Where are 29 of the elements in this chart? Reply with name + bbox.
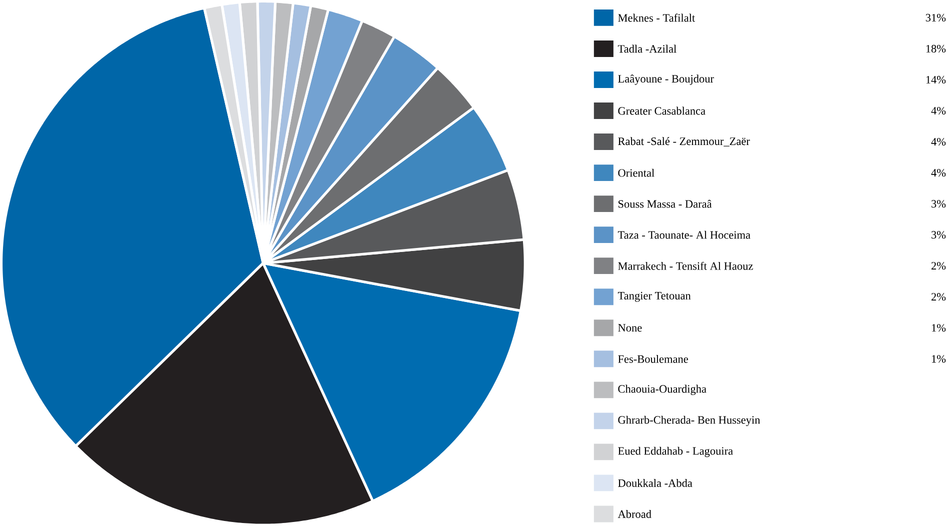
legend-label: Taza - Taounate- Al Hoceima — [618, 230, 750, 239]
legend-label: Ghrarb-Cherada- Ben Husseyin — [618, 416, 760, 426]
legend-label: Laâyoune - Boujdour — [618, 74, 714, 85]
data-label: 4% — [931, 106, 946, 114]
data-label: 14% — [926, 76, 946, 84]
legend-label: Fes-Boulemane — [618, 354, 688, 363]
legend-label: Greater Casablanca — [618, 106, 706, 115]
data-label: 4% — [931, 168, 946, 176]
data-label: 2% — [931, 292, 946, 301]
legend-label: Eued Eddahab - Lagouira — [618, 446, 733, 457]
data-label: 31% — [926, 14, 946, 22]
legend-label: Chaouia-Ouardigha — [618, 384, 706, 395]
legend-label: Doukkala -Abda — [618, 478, 692, 487]
legend-label: None — [618, 324, 642, 332]
legend-label: Tangier Tetouan — [618, 292, 691, 302]
data-label: 3% — [932, 200, 946, 208]
data-label: 1% — [932, 324, 946, 332]
legend-label: Rabat -Salé - Zemmour_Zaër — [618, 136, 750, 146]
legend-label: Tadla -Azilal — [618, 44, 676, 53]
legend-label: Souss Massa - Daraâ — [618, 200, 712, 208]
legend-label: Meknes - Tafilalt — [618, 14, 696, 22]
data-label: 18% — [926, 44, 946, 52]
data-label: 1% — [932, 354, 946, 363]
legend-label: Oriental — [618, 168, 654, 177]
data-label: 2% — [931, 262, 946, 270]
legend-label: Marrakech - Tensift Al Haouz — [618, 262, 753, 270]
legend-label: Abroad — [618, 510, 652, 518]
data-label: 4% — [931, 138, 946, 146]
data-label: 3% — [932, 230, 946, 238]
